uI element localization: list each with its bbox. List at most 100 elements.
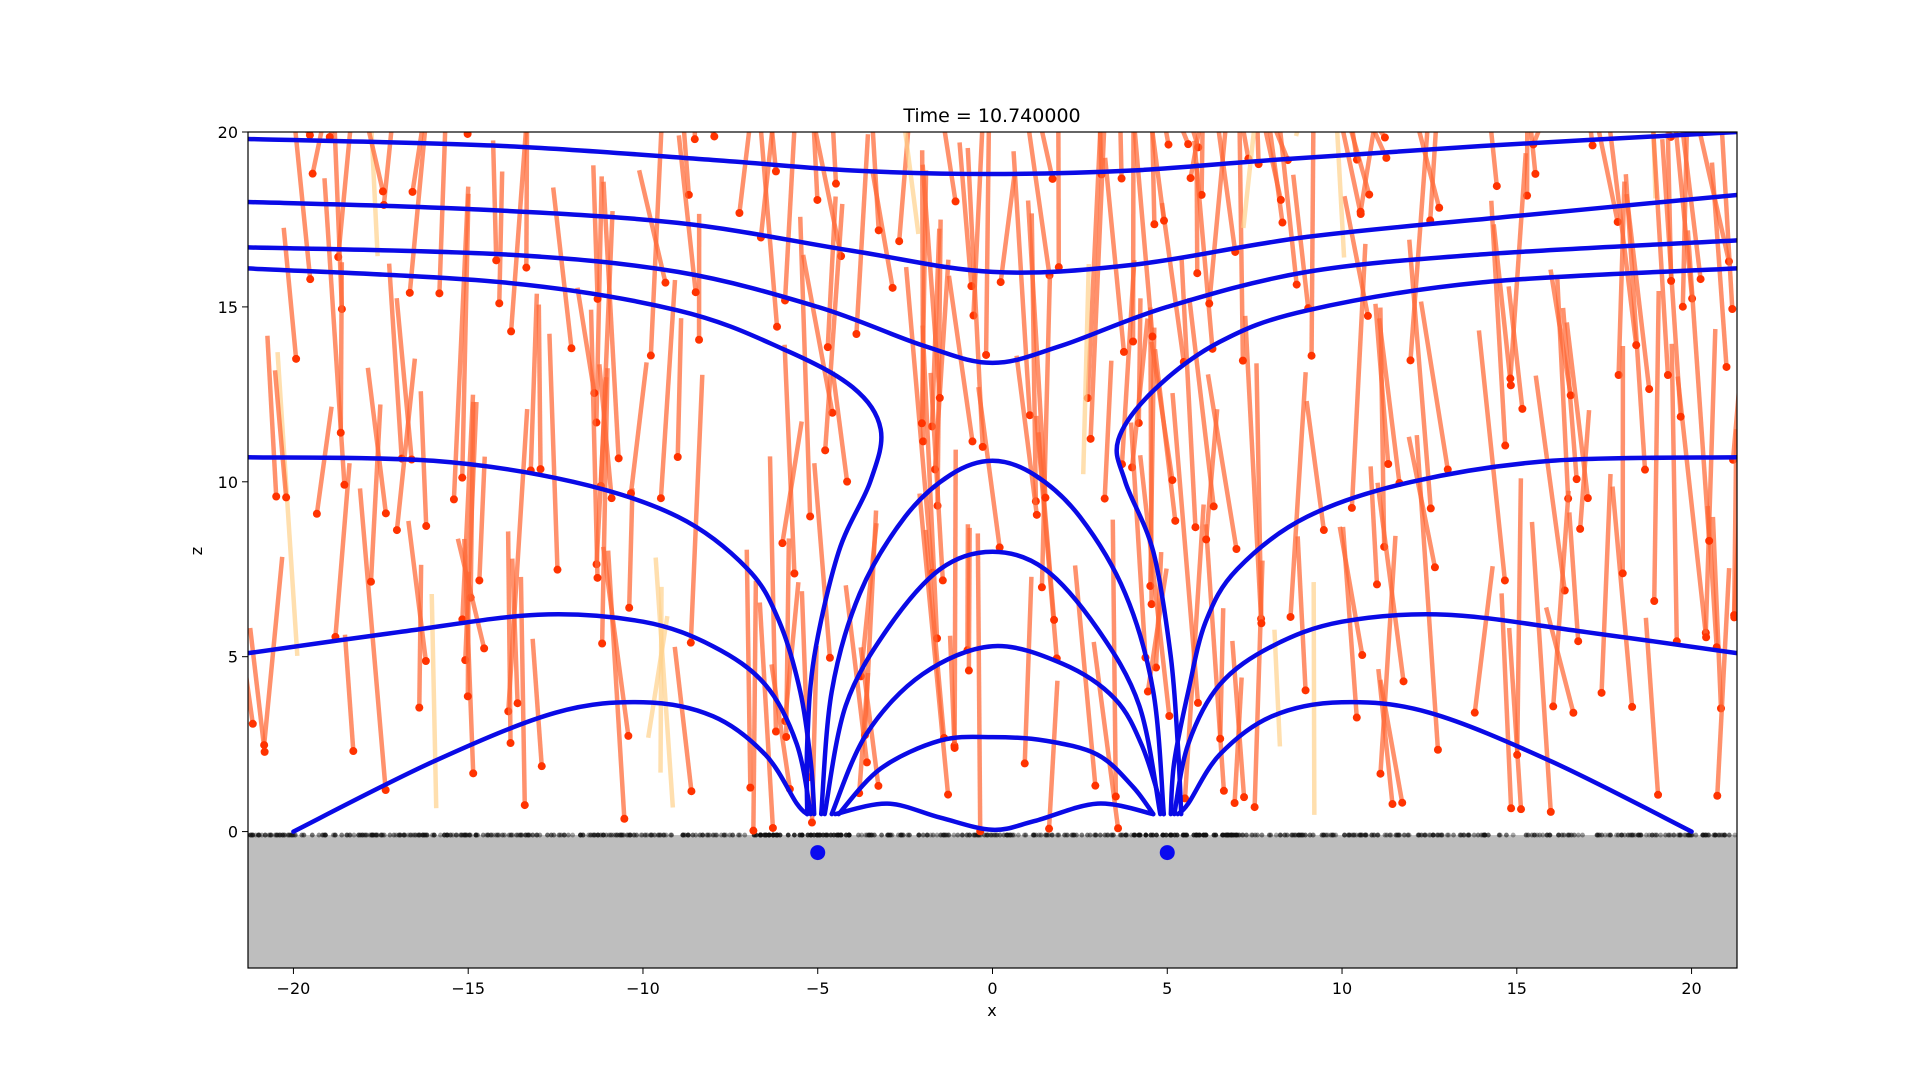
surface-marker [603,832,609,838]
surface-marker [248,832,254,838]
surface-marker [1671,832,1677,838]
particle-trail [1349,132,1372,196]
surface-marker [1595,832,1600,838]
particle-head [495,299,504,308]
surface-marker [397,832,403,838]
surface-marker [658,832,664,838]
particle-head [392,526,401,535]
surface-marker [415,832,421,838]
particle-head [469,769,478,778]
particle-head [673,453,682,462]
surface-marker [402,832,408,838]
surface-marker [1118,832,1124,838]
surface-marker [1529,832,1535,838]
particle-head [620,814,629,823]
particle-trail [1342,195,1371,317]
surface-marker [530,832,536,838]
surface-marker [1619,832,1625,838]
surface-marker [1093,832,1099,838]
particle-head [1191,523,1200,532]
particle-trail [675,318,684,458]
particle-head [950,743,959,752]
surface-marker [1614,832,1619,838]
particle-trail [338,262,345,433]
surface-marker [578,832,584,838]
surface-marker [799,832,805,838]
particle-head [1597,688,1606,697]
surface-marker [774,832,780,838]
particle-trail [1025,200,1048,498]
particle-trail [1715,568,1732,796]
surface-marker [1675,832,1681,838]
surface-marker [561,832,567,838]
particle-trail [1651,132,1671,376]
particle-trail [1564,322,1591,499]
particle-head [806,512,815,521]
surface-marker [814,832,820,838]
field-line [248,132,1737,177]
surface-marker [441,832,447,838]
particle-head [1572,475,1581,484]
particle-head [1654,790,1663,799]
particle-head [1146,582,1155,591]
particle-head [1380,133,1389,142]
particle-trail [1311,582,1317,815]
surface-marker [1465,832,1471,838]
surface-marker [1395,832,1401,838]
particle-head [553,565,562,574]
particle-head [260,741,269,750]
particle-trail [1372,132,1389,159]
surface-marker [1445,832,1450,838]
surface-marker [1148,832,1154,838]
surface-marker [460,832,466,838]
surface-marker [705,832,711,838]
surface-marker [867,832,873,838]
particle-head [1240,793,1249,802]
surface-marker [859,832,865,838]
particle-trail [304,132,312,137]
particle-trail [710,132,717,138]
particle-head [415,703,424,712]
field-line [1114,266,1737,817]
surface-marker [763,832,768,838]
surface-marker [448,832,453,838]
particle-head [1628,702,1637,711]
particle-trail [830,371,850,482]
particle-head [1347,503,1356,512]
particle-trail [636,169,668,284]
particle-head [1143,687,1152,696]
particle-head [449,495,458,504]
particle-head [381,509,390,518]
particle-head [1576,524,1585,533]
surface-marker [1397,832,1402,838]
surface-marker [1638,832,1644,838]
surface-marker [1310,832,1316,838]
particle-trail [965,147,985,447]
surface-marker [1282,832,1288,838]
particle-head [422,522,431,531]
particle-head [1667,276,1676,285]
particle-head [1433,745,1442,754]
surface-marker [1627,832,1633,838]
surface-marker [930,832,936,838]
surface-marker [1055,832,1060,838]
surface-marker [1062,832,1067,838]
particle-trail [1731,429,1737,616]
particle-trail [528,293,540,471]
surface-marker [697,832,703,838]
particle-head [1363,311,1372,320]
surface-marker [1565,832,1570,838]
surface-marker [887,832,893,838]
surface-marker [1461,832,1467,838]
surface-marker [1540,832,1546,838]
particle-head [862,758,871,767]
surface-marker [1333,832,1339,838]
particle-head [1492,182,1501,191]
field-line [1168,455,1737,817]
surface-marker [406,832,411,838]
particle-head [1676,412,1685,421]
particle-trail [1150,132,1167,221]
surface-marker [530,832,536,838]
surface-marker [364,832,369,838]
particle-trail [599,368,610,644]
